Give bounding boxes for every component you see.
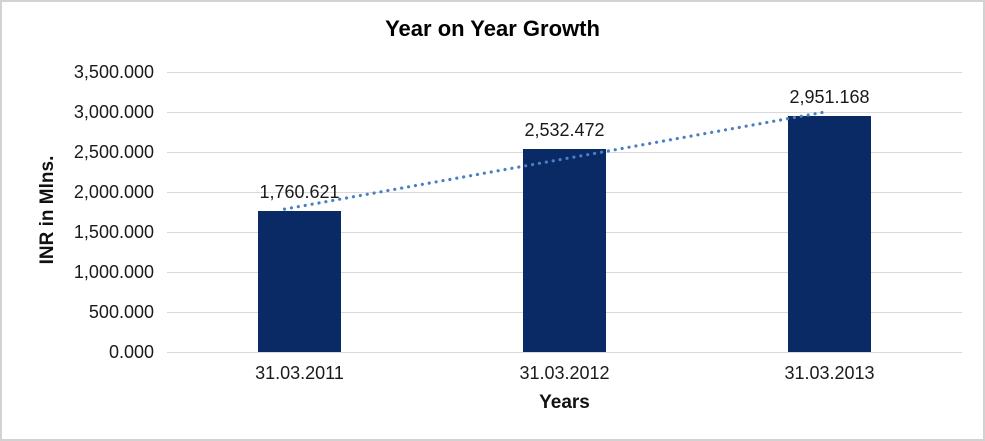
y-tick-label: 2,500.000 bbox=[73, 142, 154, 162]
bar-data-label: 1,760.621 bbox=[259, 182, 340, 203]
gridline bbox=[167, 111, 962, 113]
gridline bbox=[167, 71, 962, 73]
bar bbox=[788, 115, 871, 352]
bar bbox=[523, 149, 606, 352]
x-tick-label: 31.03.2012 bbox=[519, 363, 610, 383]
chart-title: Year on Year Growth bbox=[385, 16, 600, 41]
x-axis-tick-labels: 31.03.2011 31.03.2012 31.03.2013 bbox=[167, 363, 962, 387]
trendline bbox=[282, 110, 828, 211]
bar-data-label: 2,532.472 bbox=[524, 120, 605, 141]
plot-area: 1,760.621 2,532.472 2,951.168 bbox=[167, 71, 962, 353]
y-tick-label: 500.000 bbox=[88, 302, 154, 322]
y-tick-label: 1,500.000 bbox=[73, 222, 154, 242]
y-tick-label: 3,500.000 bbox=[73, 62, 154, 82]
x-axis-title: Years bbox=[539, 392, 590, 413]
trendline-path bbox=[282, 110, 828, 211]
x-tick-label: 31.03.2011 bbox=[255, 363, 344, 383]
y-tick-label: 3,000.000 bbox=[73, 102, 154, 122]
y-tick-label: 1,000.000 bbox=[73, 262, 154, 282]
bar-data-label: 2,951.168 bbox=[789, 86, 870, 107]
y-tick-label: 0.000 bbox=[108, 342, 154, 362]
bar bbox=[258, 211, 341, 352]
y-tick-label: 2,000.000 bbox=[73, 182, 154, 202]
x-tick-label: 31.03.2013 bbox=[784, 363, 875, 383]
y-axis-tick-labels: 0.000 500.000 1,000.000 1,500.000 2,000.000 2… bbox=[2, 62, 154, 362]
gridline bbox=[167, 351, 962, 353]
